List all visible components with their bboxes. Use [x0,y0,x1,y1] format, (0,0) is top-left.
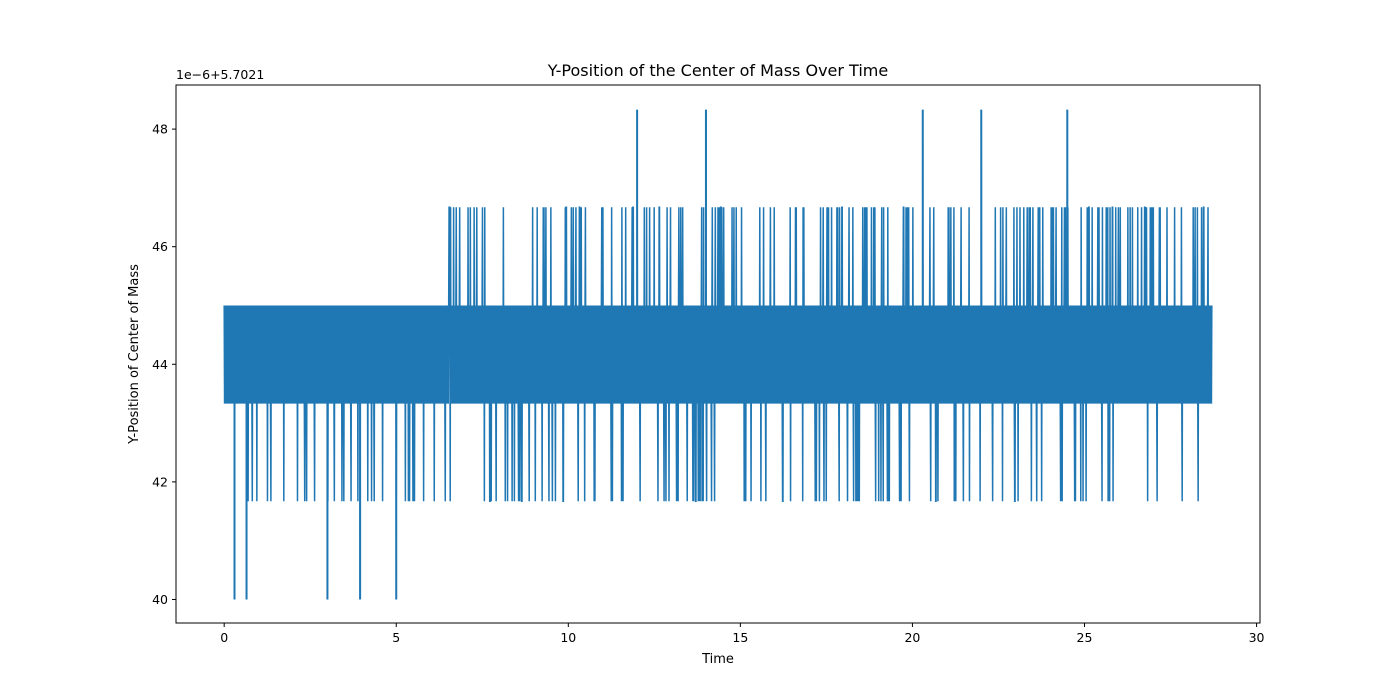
x-tick-label: 10 [560,630,576,645]
series-layer [223,109,1213,600]
x-tick-label: 30 [1249,630,1265,645]
x-tick-label: 5 [392,630,400,645]
y-tick-label: 44 [152,357,168,372]
y-tick-label: 40 [152,592,168,607]
x-tick-label: 25 [1077,630,1093,645]
y-tick-label: 48 [152,122,168,137]
x-tick-label: 15 [732,630,748,645]
x-tick-label: 0 [220,630,228,645]
y-tick-label: 42 [152,474,168,489]
x-tick-label: 20 [904,630,920,645]
plot-frame [175,84,1261,624]
y-axis-offset-label: 1e−6+5.7021 [176,67,264,82]
y-tick-label: 46 [152,239,168,254]
chart-title: Y-Position of the Center of Mass Over Ti… [547,61,888,80]
y-axis-label: Y-Position of Center of Mass [127,264,142,445]
x-axis-label: Time [701,652,734,667]
x-axis-ticks: 0 5 10 15 20 25 30 [220,623,1265,645]
y-axis-ticks: 40 42 44 46 48 [152,122,176,607]
series-line-0 [223,109,1213,600]
